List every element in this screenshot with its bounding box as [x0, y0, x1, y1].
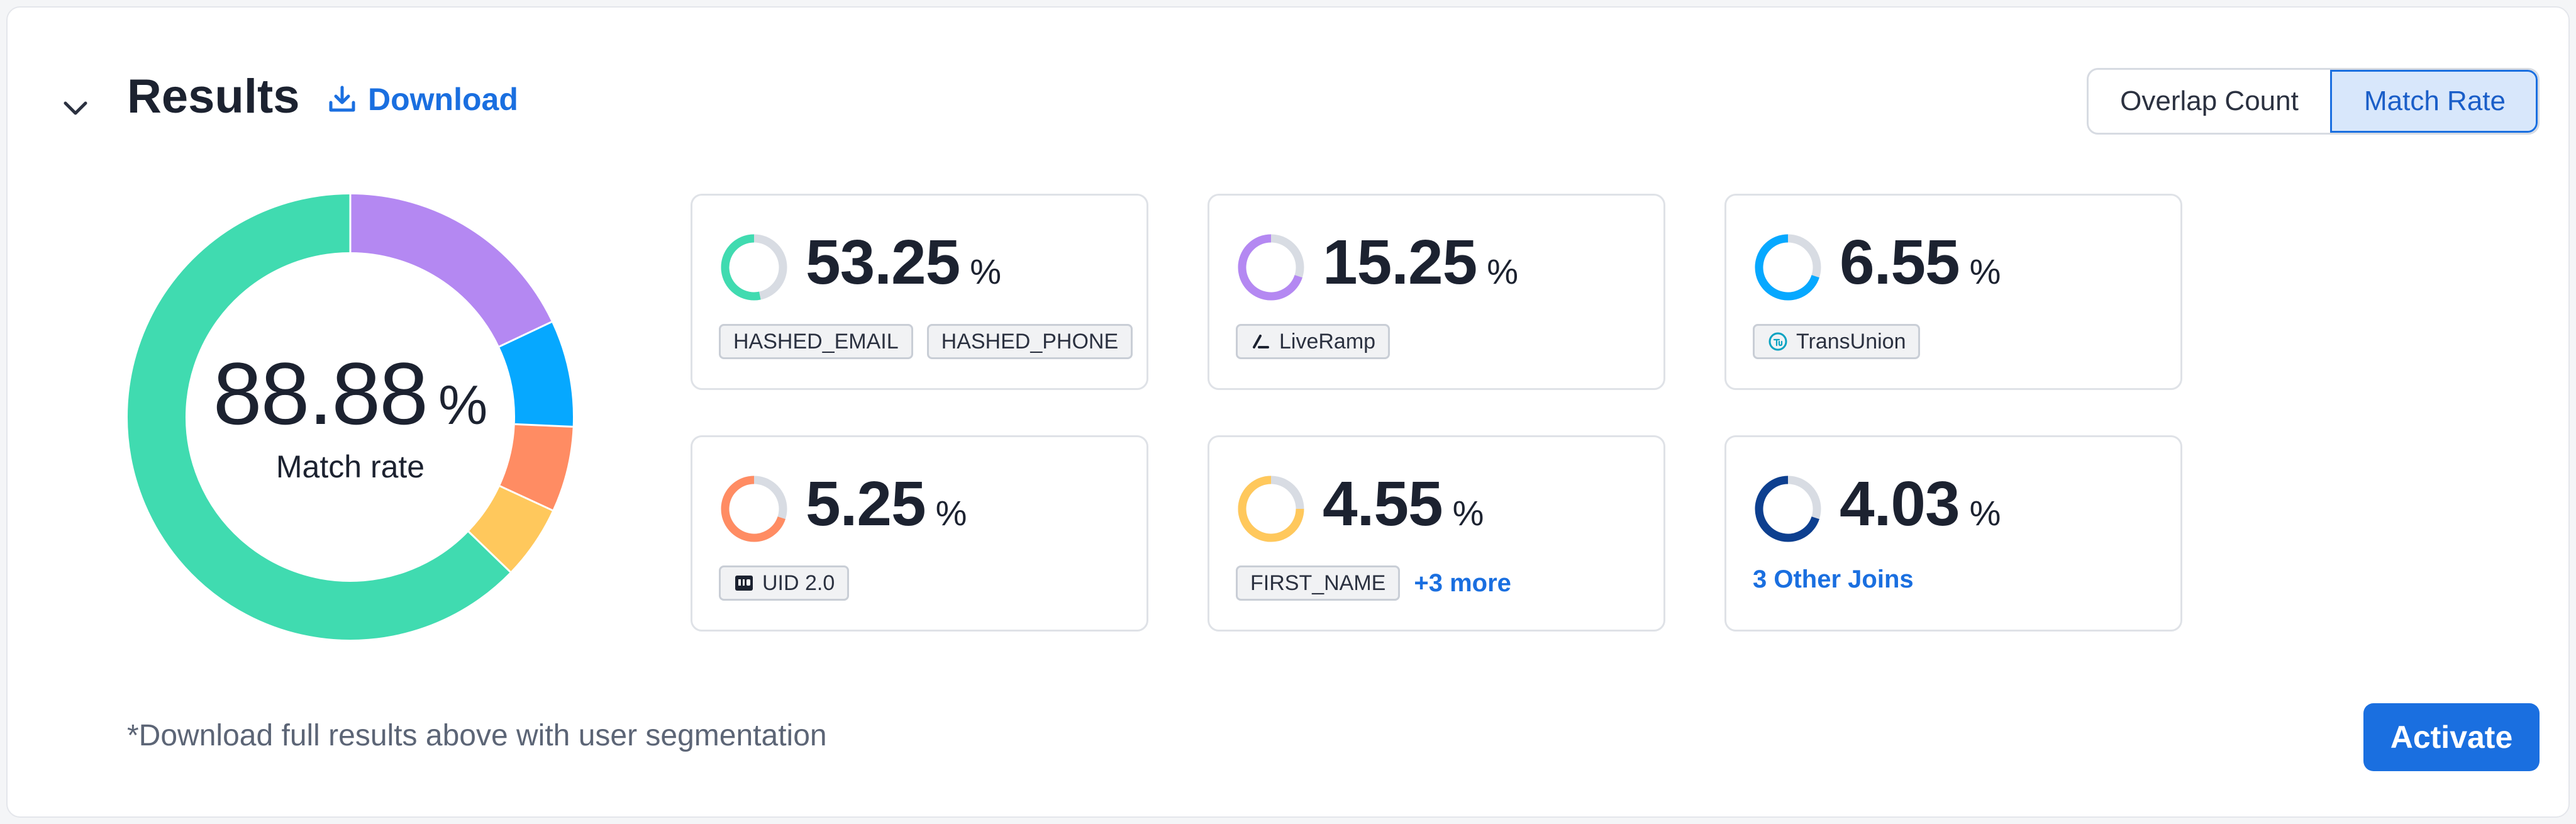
progress-ring-icon: [721, 234, 787, 301]
ring-progress: [721, 234, 761, 301]
card-value: 4.03: [1840, 469, 1960, 539]
join-card-uid[interactable]: 5.25 % UID 2.0: [691, 435, 1148, 632]
match-rate-label: Match rate: [275, 449, 425, 484]
card-unit: %: [970, 252, 1002, 291]
ring-progress: [721, 476, 786, 542]
footnote: *Download full results above with user s…: [127, 719, 827, 752]
ring-progress: [1755, 234, 1819, 301]
card-value: 4.55: [1323, 469, 1443, 539]
join-card-other[interactable]: 4.03 % 3 Other Joins: [1724, 435, 2182, 632]
ring-progress: [1238, 234, 1302, 301]
tag-first-name: FIRST_NAME: [1236, 565, 1401, 601]
card-value: 53.25: [806, 227, 960, 298]
page-title: Results: [127, 70, 300, 123]
match-rate-value: 88.88: [213, 344, 428, 443]
ring-progress: [1755, 476, 1819, 542]
download-label: Download: [368, 82, 518, 117]
join-card-liveramp[interactable]: 15.25 % LiveRamp: [1208, 194, 1665, 390]
view-toggle: Overlap Count Match Rate: [2087, 68, 2540, 135]
join-card-first-name[interactable]: 4.55 % FIRST_NAME +3 more: [1208, 435, 1665, 632]
match-rate-donut: [128, 194, 573, 640]
card-unit: %: [1969, 252, 2001, 291]
chevron-down-icon[interactable]: [57, 89, 94, 127]
card-value: 5.25: [806, 469, 926, 539]
donut-separator-1: [499, 321, 552, 348]
ring-progress: [1238, 476, 1304, 542]
progress-ring-icon: [1755, 476, 1821, 542]
card-unit: %: [1487, 252, 1519, 291]
match-rate-unit: %: [438, 374, 488, 436]
download-icon: [329, 86, 355, 112]
toggle-match-rate[interactable]: Match Rate: [2330, 70, 2538, 133]
progress-ring-icon: [1238, 234, 1304, 301]
activate-button[interactable]: Activate: [2363, 703, 2540, 771]
donut-segment-3: [468, 485, 553, 572]
donut-separator-4: [468, 531, 511, 573]
donut-separator-3: [499, 485, 553, 511]
donut-center: 88.88 % Match rate: [127, 194, 574, 640]
card-value: 6.55: [1840, 227, 1960, 298]
tag-liveramp: LiveRamp: [1236, 324, 1391, 359]
toggle-overlap-count[interactable]: Overlap Count: [2120, 86, 2299, 116]
download-link[interactable]: Download: [325, 81, 518, 118]
donut-segment-2: [499, 423, 573, 511]
donut-separator-2: [514, 423, 573, 428]
liveramp-icon: [1253, 335, 1269, 348]
results-panel: Results Download Overlap Count Match Rat…: [6, 6, 2570, 818]
tag-transunion: TransUnion: [1753, 324, 1921, 359]
donut-segment-0: [350, 194, 552, 347]
donut-segment-1: [499, 321, 573, 427]
progress-ring-icon: [1755, 234, 1821, 301]
card-value: 15.25: [1323, 227, 1477, 298]
join-card-transunion[interactable]: 6.55 % TransUnion: [1724, 194, 2182, 390]
progress-ring-icon: [1238, 476, 1304, 542]
tag-hashed-email: HASHED_EMAIL: [719, 324, 913, 359]
card-unit: %: [1452, 493, 1484, 533]
transunion-icon: [1768, 332, 1787, 351]
other-joins-link[interactable]: 3 Other Joins: [1753, 565, 1914, 593]
donut-segment-4: [128, 194, 511, 640]
more-tags-link[interactable]: +3 more: [1414, 569, 1511, 597]
card-unit: %: [935, 493, 967, 533]
tag-uid: UID 2.0: [719, 565, 850, 601]
tag-hashed-phone: HASHED_PHONE: [926, 324, 1133, 359]
join-card-email-phone[interactable]: 53.25 % HASHED_EMAIL HASHED_PHONE: [691, 194, 1148, 390]
progress-ring-icon: [721, 476, 787, 542]
uid-icon: [735, 576, 753, 591]
card-unit: %: [1969, 493, 2001, 533]
